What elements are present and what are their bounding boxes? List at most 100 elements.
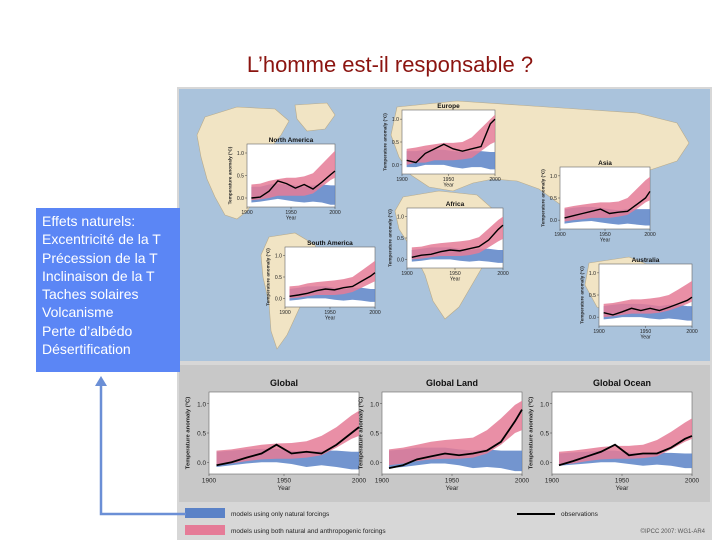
anthropogenic-forcing-band [411, 216, 503, 260]
natural-effect-item: Inclinaison de la T [42, 267, 155, 284]
y-tick-label: 0.5 [589, 293, 596, 299]
legend: models using only natural forcings model… [185, 508, 706, 535]
observations-line [406, 118, 496, 164]
chart-panel: 1.0 0.5 0.0 1900 1950 2000 Year Temperature ano… [265, 240, 380, 322]
chart-panel: 1.0 0.5 0.0 1900 1950 2000 Year Temperature ano… [186, 378, 367, 492]
legend-both-label: models using both natural and anthropoge… [231, 528, 386, 535]
observations-line [411, 224, 504, 258]
y-tick-label: 1.0 [589, 271, 596, 277]
legend-natural-swatch [185, 508, 225, 518]
y-tick-label: 1.0 [540, 401, 549, 408]
y-tick-label: 0.5 [392, 140, 399, 146]
natural-effects-box: Effets naturels: Excentricité de la T Pr… [36, 208, 180, 372]
x-tick-label: 2000 [497, 271, 508, 277]
observations-line [603, 296, 693, 316]
y-tick-label: 0.5 [237, 174, 244, 180]
natural-effect-item: Taches solaires [42, 286, 139, 303]
y-tick-label: 0.5 [197, 431, 206, 438]
panel-title: Global [270, 378, 298, 388]
x-tick-label: 1900 [593, 329, 604, 335]
chart-panel: 1.0 0.5 0.0 1900 1950 2000 Year Temperature ano… [579, 257, 697, 341]
y-tick-label: 1.0 [550, 174, 557, 180]
chart-panel: 1.0 0.5 0.0 1900 1950 2000 Year Temperature ano… [540, 160, 655, 244]
y-axis-label: Temperature anomaly (°C) [359, 397, 365, 469]
y-axis-label: Temperature anomaly (°C) [227, 146, 232, 204]
y-tick-label: 0.0 [237, 196, 244, 202]
x-tick-label: 1950 [640, 329, 651, 335]
panel-title: Africa [446, 201, 465, 208]
panel-title: Global Land [426, 378, 478, 388]
x-tick-label: 1900 [375, 478, 390, 485]
y-tick-label: 0.5 [540, 431, 549, 438]
chart-panel: 1.0 0.5 0.0 1900 1950 2000 Year Temperature ano… [382, 103, 500, 189]
copyright-credit: ©IPCC 2007: WG1-AR4 [641, 528, 706, 535]
y-tick-label: 1.0 [397, 215, 404, 221]
y-tick-label: 0.5 [275, 275, 282, 281]
x-tick-label: 1900 [396, 177, 407, 183]
x-tick-label: 1900 [401, 271, 412, 277]
panel-title: Global Ocean [593, 378, 651, 388]
panel-title: Asia [598, 160, 612, 167]
anthropogenic-forcing-band [289, 260, 375, 299]
y-tick-label: 0.0 [392, 163, 399, 169]
y-axis-label: Temperature anomaly (°C) [186, 397, 192, 469]
x-axis-label: Year [600, 238, 611, 244]
observations-line [216, 426, 360, 467]
x-axis-label: Year [616, 485, 630, 492]
y-axis-label: Temperature anomaly (°C) [265, 248, 270, 306]
panel-title: Europe [437, 103, 460, 110]
panel-title: Australia [632, 257, 660, 264]
anthropogenic-forcing-band [603, 280, 692, 318]
legend-observations-label: observations [561, 511, 599, 518]
y-axis-label: Temperature anomaly (°C) [387, 209, 392, 267]
y-axis-label: Temperature anomaly (°C) [382, 113, 387, 171]
x-tick-label: 1950 [285, 210, 296, 216]
y-tick-label: 1.0 [370, 401, 379, 408]
y-axis-label: Temperature anomaly (°C) [529, 397, 535, 469]
y-tick-label: 0.5 [550, 196, 557, 202]
x-axis-label: Year [443, 183, 454, 189]
x-tick-label: 1950 [445, 478, 460, 485]
y-tick-label: 0.0 [589, 315, 596, 321]
x-tick-label: 2000 [685, 478, 700, 485]
x-axis-label: Year [450, 277, 461, 283]
y-tick-label: 0.0 [197, 460, 206, 467]
y-tick-label: 1.0 [275, 254, 282, 260]
x-tick-label: 1950 [615, 478, 630, 485]
x-axis-label: Year [286, 216, 297, 222]
x-tick-label: 2000 [329, 210, 340, 216]
x-tick-label: 1950 [324, 310, 335, 316]
slide-title: L’homme est-il responsable ? [246, 52, 534, 77]
y-tick-label: 0.0 [550, 218, 557, 224]
x-tick-label: 1950 [599, 232, 610, 238]
x-tick-label: 2000 [686, 329, 697, 335]
x-tick-label: 2000 [515, 478, 530, 485]
ipcc-figure: models using only natural forcings model… [177, 87, 712, 540]
panel-title: South America [307, 240, 353, 247]
natural-effect-item: Perte d’albédo [42, 322, 133, 339]
y-axis-label: Temperature anomaly (°C) [540, 169, 545, 227]
observations-line [558, 435, 693, 467]
x-tick-label: 1900 [545, 478, 560, 485]
observations-line [289, 272, 376, 297]
x-tick-label: 1900 [202, 478, 217, 485]
x-tick-label: 1950 [443, 177, 454, 183]
natural-effect-item: Excentricité de la T [42, 231, 161, 248]
y-tick-label: 0.0 [397, 258, 404, 264]
x-tick-label: 2000 [369, 310, 380, 316]
chart-panel: 1.0 0.5 0.0 1900 1950 2000 Year Temperature ano… [529, 378, 700, 492]
observations-line [564, 190, 651, 219]
y-tick-label: 0.5 [370, 431, 379, 438]
panel-title: North America [269, 137, 314, 144]
x-axis-label: Year [278, 485, 292, 492]
legend-natural-label: models using only natural forcings [231, 511, 330, 518]
y-tick-label: 0.0 [540, 460, 549, 467]
x-axis-label: Year [446, 485, 460, 492]
natural-effect-item: Volcanisme [42, 304, 114, 321]
x-tick-label: 1950 [449, 271, 460, 277]
legend-both-swatch [185, 525, 225, 535]
natural-effect-item: Précession de la T [42, 249, 158, 266]
y-axis-label: Temperature anomaly (°C) [579, 266, 584, 324]
y-tick-label: 0.0 [370, 460, 379, 467]
chart-panel: 1.0 0.5 0.0 1900 1950 2000 Year Temperature ano… [227, 137, 340, 222]
